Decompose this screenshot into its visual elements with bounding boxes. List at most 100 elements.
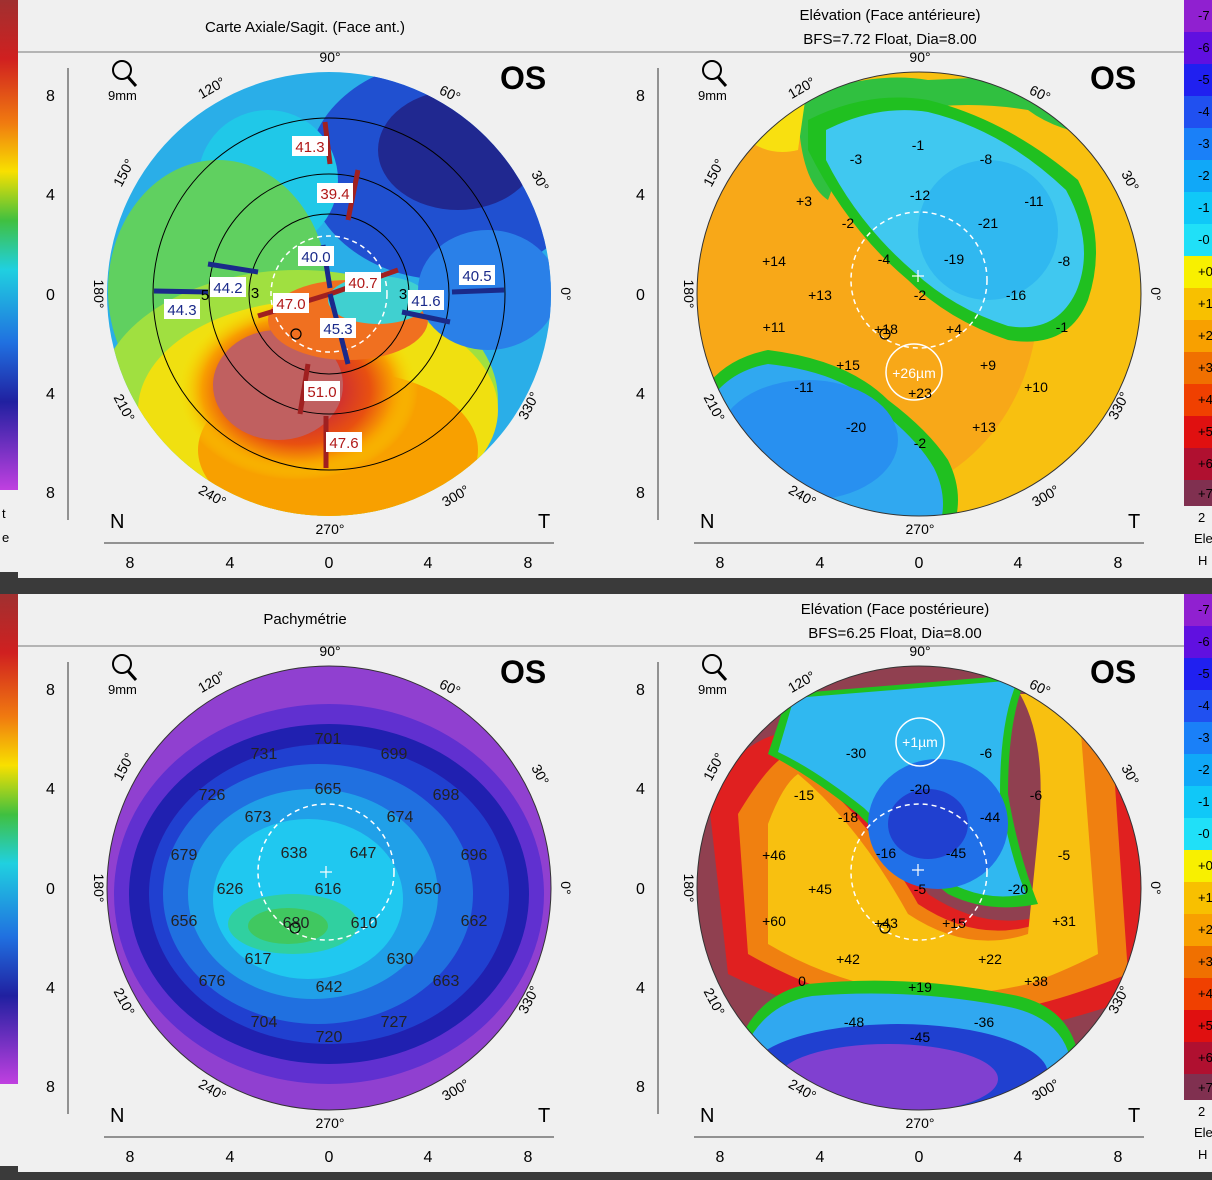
zoom-icon[interactable] (702, 654, 728, 681)
x-tick: 8 (1114, 555, 1123, 572)
elevation-value: -5 (1058, 847, 1071, 863)
elevation-value: +10 (1024, 379, 1048, 395)
eye-label: OS (500, 60, 546, 96)
angle-label: 60° (437, 676, 463, 699)
y-tick: 8 (636, 682, 645, 699)
angle-label: 120° (195, 667, 228, 695)
axial-value: 40.7 (348, 275, 377, 292)
angle-label: 30° (528, 762, 552, 788)
elevation-value: +26µm (892, 365, 935, 381)
angle-label: 150° (700, 156, 728, 189)
elevation-value: -2 (914, 287, 927, 303)
scale-tick: -2 (1198, 762, 1210, 777)
pachy-value: 665 (315, 781, 342, 798)
angle-label: 0° (558, 287, 574, 300)
elevation-value: +23 (908, 385, 932, 401)
angle-label: 90° (909, 49, 930, 65)
axial-value: 40.0 (301, 249, 330, 266)
zoom-icon[interactable] (112, 654, 138, 681)
axial-value: 47.6 (329, 435, 358, 452)
scale-tick: +6 (1198, 1050, 1212, 1065)
elevation-value: -21 (978, 215, 998, 231)
anterior-elevation-scale: -7 -6 -5 -4 -3 -2 -1 -0 +0 +1 +2 +3 +4 +… (1184, 0, 1212, 578)
angle-label: 300° (1029, 481, 1062, 509)
scale-tick: +4 (1198, 986, 1212, 1001)
angle-label: 120° (785, 73, 818, 101)
x-tick: 0 (915, 555, 924, 572)
x-tick: 4 (816, 1149, 825, 1166)
eye-label: OS (1090, 60, 1136, 96)
zoom-icon[interactable] (702, 60, 728, 87)
elevation-value: +38 (1024, 973, 1048, 989)
angle-label: 120° (785, 667, 818, 695)
x-tick: 4 (816, 555, 825, 572)
y-tick: 0 (46, 287, 55, 304)
angle-label: 180° (681, 874, 697, 903)
angle-label: 270° (906, 521, 935, 537)
scale-tick: -5 (1198, 72, 1210, 87)
elevation-value: +15 (942, 915, 966, 931)
elevation-value: +43 (874, 915, 898, 931)
axial-map-panel[interactable]: Carte Axiale/Sagit. (Face ant.) (18, 0, 610, 578)
scale-tick: +1 (1198, 296, 1212, 311)
zoom-icon[interactable] (112, 60, 138, 87)
axial-value: 41.6 (411, 293, 440, 310)
posterior-elevation-panel[interactable]: Elévation (Face postérieure) BFS=6.25 Fl… (608, 594, 1200, 1172)
angle-label: 270° (316, 521, 345, 537)
axial-value: 44.3 (167, 302, 196, 319)
scale-tick: +4 (1198, 392, 1212, 407)
panel-title: Pachymétrie (263, 611, 346, 628)
angle-label: 120° (195, 73, 228, 101)
elevation-value: -48 (844, 1014, 864, 1030)
angle-label: 300° (1029, 1075, 1062, 1103)
nasal-label: N (110, 1105, 124, 1127)
y-tick: 0 (636, 287, 645, 304)
y-tick: 0 (636, 881, 645, 898)
elevation-value: +14 (762, 253, 786, 269)
angle-label: 90° (319, 643, 340, 659)
angle-label: 150° (110, 156, 138, 189)
angle-label: 150° (110, 750, 138, 783)
temporal-label: T (1128, 511, 1140, 533)
scale-tick: -1 (1198, 794, 1210, 809)
scale-tick: -6 (1198, 40, 1210, 55)
x-tick: 8 (716, 1149, 725, 1166)
panel-subtitle: BFS=6.25 Float, Dia=8.00 (808, 625, 981, 642)
scale-tick: -3 (1198, 730, 1210, 745)
pachy-value: 701 (315, 731, 342, 748)
x-tick: 4 (424, 555, 433, 572)
x-tick: 0 (325, 555, 334, 572)
y-tick: 8 (636, 88, 645, 105)
anterior-elevation-panel[interactable]: Elévation (Face antérieure) BFS=7.72 Flo… (608, 0, 1200, 578)
scale-footer: Ele (1194, 531, 1212, 546)
pachymetry-panel[interactable]: Pachymétrie 701 731 699 665 726 698 673 … (18, 594, 610, 1172)
scale-tick: +0 (1198, 264, 1212, 279)
elevation-value: -11 (794, 379, 813, 395)
scale-tick: -6 (1198, 634, 1210, 649)
pachy-value: 610 (351, 915, 378, 932)
scale-tick: +7 (1198, 486, 1212, 501)
elevation-value: -16 (876, 845, 896, 861)
elevation-value: -3 (850, 151, 863, 167)
scale-tick: +0 (1198, 858, 1212, 873)
scale-tick: -7 (1198, 8, 1210, 23)
elevation-value: -5 (914, 881, 927, 897)
x-tick: 8 (524, 555, 533, 572)
elevation-value: +60 (762, 913, 786, 929)
pachy-value: 674 (387, 809, 414, 826)
pachy-value: 642 (316, 979, 343, 996)
axial-value: 40.5 (462, 268, 491, 285)
scale-tick: +5 (1198, 1018, 1212, 1033)
scale-footer: H (1198, 1147, 1207, 1162)
left-scale-footer-1: t (2, 506, 6, 521)
elevation-value: -4 (878, 251, 891, 267)
elevation-value: +19 (908, 979, 932, 995)
y-tick: 4 (46, 386, 55, 403)
panel-title: Elévation (Face postérieure) (801, 601, 989, 618)
elevation-value: -19 (944, 251, 964, 267)
angle-label: 180° (91, 874, 107, 903)
angle-label: 300° (439, 1075, 472, 1103)
eye-label: OS (500, 654, 546, 690)
y-tick: 4 (46, 781, 55, 798)
pachy-value: 663 (433, 973, 460, 990)
